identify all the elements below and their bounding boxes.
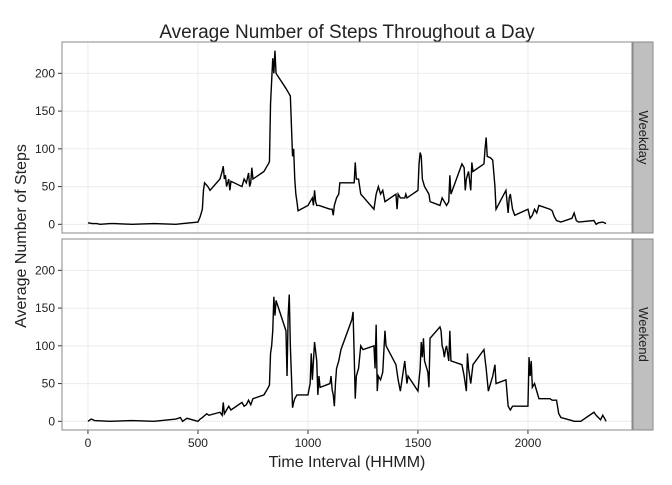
panel-border [61, 41, 633, 234]
y-tick-label: 100 [35, 339, 55, 353]
y-tick-label: 200 [35, 263, 55, 277]
y-tick-label: 200 [35, 66, 55, 80]
chart-title: Average Number of Steps Throughout a Day [159, 22, 535, 43]
line [87, 294, 607, 423]
strip [632, 238, 654, 431]
y-tick-label: 150 [35, 301, 55, 315]
y-tick-label: 100 [35, 142, 55, 156]
strip-label: Weekday [636, 111, 651, 165]
x-tick-label: 500 [188, 436, 208, 450]
x-tick-label: 2000 [515, 436, 542, 450]
strip [632, 41, 654, 234]
x-tick-label: 1500 [405, 436, 432, 450]
line [87, 50, 607, 226]
panel-background [62, 42, 632, 233]
y-tick-label: 0 [48, 414, 55, 428]
y-tick-label: 50 [42, 180, 56, 194]
y-tick-label: 50 [42, 377, 56, 391]
y-tick-label: 150 [35, 104, 55, 118]
y-tick-label: 0 [48, 217, 55, 231]
y-axis-label: Average Number of Steps [13, 144, 30, 328]
panel-border [61, 238, 633, 431]
x-tick-label: 0 [85, 436, 92, 450]
x-axis-label: Time Interval (HHMM) [269, 454, 426, 471]
strip-label: Weekend [636, 307, 651, 362]
x-tick-label: 1000 [295, 436, 322, 450]
